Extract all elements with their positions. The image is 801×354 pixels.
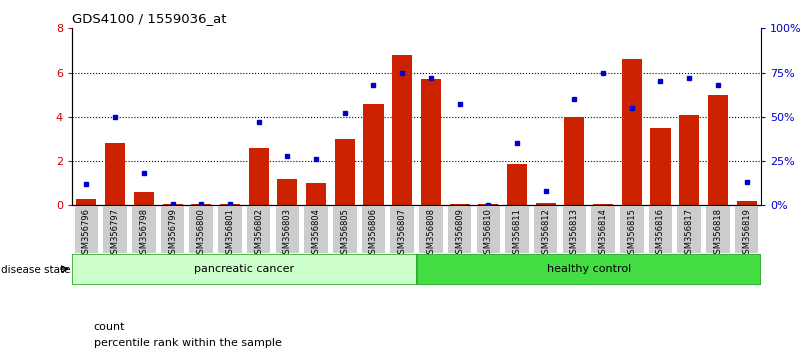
Bar — [161, 206, 184, 253]
Bar — [362, 206, 385, 253]
Bar — [190, 206, 213, 253]
Text: GSM356806: GSM356806 — [369, 208, 378, 259]
Text: GSM356813: GSM356813 — [570, 208, 579, 259]
Bar — [678, 206, 701, 253]
Text: GSM356812: GSM356812 — [541, 208, 550, 258]
Bar — [536, 203, 556, 205]
Bar — [478, 204, 498, 205]
Text: GSM356798: GSM356798 — [139, 208, 148, 259]
Text: GSM356804: GSM356804 — [312, 208, 320, 258]
Bar — [132, 206, 155, 253]
Bar — [103, 206, 127, 253]
Bar — [247, 206, 271, 253]
Bar — [333, 206, 356, 253]
Bar — [507, 164, 527, 205]
Bar — [72, 254, 417, 285]
Text: GSM356819: GSM356819 — [742, 208, 751, 258]
Text: GSM356799: GSM356799 — [168, 208, 177, 258]
Bar — [591, 206, 615, 253]
Text: count: count — [94, 322, 125, 332]
Text: GSM356797: GSM356797 — [111, 208, 119, 259]
Bar — [565, 117, 585, 205]
Bar — [76, 199, 96, 205]
Text: GDS4100 / 1559036_at: GDS4100 / 1559036_at — [72, 12, 227, 25]
Bar — [649, 206, 672, 253]
Bar — [421, 79, 441, 205]
Bar — [134, 192, 154, 205]
Bar — [218, 206, 242, 253]
Text: GSM356805: GSM356805 — [340, 208, 349, 258]
Bar — [679, 115, 699, 205]
Bar — [622, 59, 642, 205]
Bar — [304, 206, 328, 253]
Bar — [306, 183, 326, 205]
Bar — [650, 128, 670, 205]
Bar — [708, 95, 728, 205]
Text: GSM356810: GSM356810 — [484, 208, 493, 258]
Bar — [505, 206, 529, 253]
Bar — [735, 206, 759, 253]
Text: disease state: disease state — [1, 265, 70, 275]
Text: pancreatic cancer: pancreatic cancer — [194, 264, 294, 274]
Bar — [534, 206, 557, 253]
Text: GSM356807: GSM356807 — [397, 208, 407, 259]
Text: GSM356809: GSM356809 — [455, 208, 464, 258]
Text: healthy control: healthy control — [546, 264, 631, 274]
Bar — [390, 206, 414, 253]
Text: GSM356802: GSM356802 — [254, 208, 264, 258]
Bar — [248, 148, 268, 205]
Bar — [477, 206, 500, 253]
Bar — [74, 206, 99, 253]
Bar — [191, 204, 211, 205]
Bar — [562, 206, 586, 253]
Bar — [448, 206, 471, 253]
Text: GSM356817: GSM356817 — [685, 208, 694, 259]
Text: GSM356796: GSM356796 — [82, 208, 91, 259]
Bar — [417, 254, 761, 285]
Bar — [276, 206, 299, 253]
Text: GSM356801: GSM356801 — [225, 208, 235, 258]
Text: GSM356816: GSM356816 — [656, 208, 665, 259]
Text: GSM356811: GSM356811 — [513, 208, 521, 258]
Text: GSM356803: GSM356803 — [283, 208, 292, 259]
Bar — [105, 143, 125, 205]
Text: GSM356815: GSM356815 — [627, 208, 636, 258]
Bar — [220, 204, 240, 205]
Bar — [419, 206, 443, 253]
Text: GSM356808: GSM356808 — [426, 208, 436, 259]
Bar — [737, 201, 757, 205]
Bar — [593, 204, 613, 205]
Text: percentile rank within the sample: percentile rank within the sample — [94, 338, 282, 348]
Bar — [449, 204, 469, 205]
Bar — [277, 179, 297, 205]
Text: GSM356818: GSM356818 — [714, 208, 723, 259]
Bar — [392, 55, 413, 205]
Bar — [335, 139, 355, 205]
Text: GSM356800: GSM356800 — [197, 208, 206, 258]
Bar — [620, 206, 643, 253]
Bar — [364, 104, 384, 205]
Text: GSM356814: GSM356814 — [598, 208, 608, 258]
Bar — [163, 204, 183, 205]
Bar — [706, 206, 730, 253]
